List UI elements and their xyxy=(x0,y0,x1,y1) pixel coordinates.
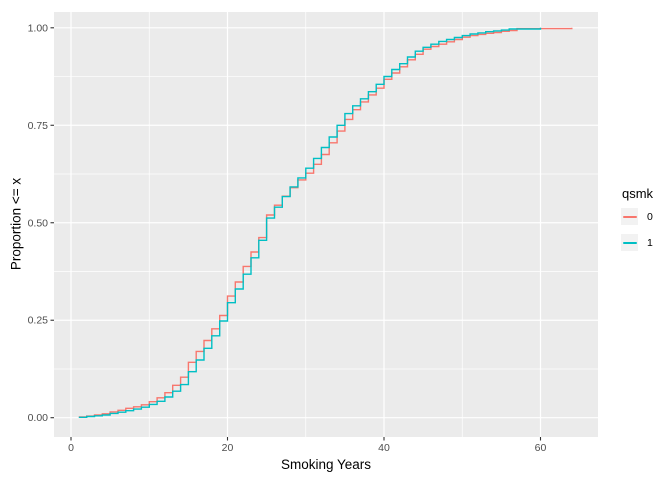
ecdf-line-qsmk-1 xyxy=(78,27,542,418)
y-axis-title: Proportion <= x xyxy=(8,177,24,271)
y-tick-label: 0.75 xyxy=(28,120,49,132)
x-tick-label: 40 xyxy=(378,442,390,454)
x-tick-label: 20 xyxy=(222,442,234,454)
y-tick-label: 0.00 xyxy=(28,412,49,424)
grid-major xyxy=(54,12,598,437)
series-lines xyxy=(78,27,573,418)
legend-entry-label: 0 xyxy=(647,210,653,223)
x-tick-label: 0 xyxy=(68,442,74,454)
legend-entry-label: 1 xyxy=(647,236,653,249)
plot-panel xyxy=(54,12,598,437)
y-tick-labels: 0.00 0.25 0.50 0.75 1.00 xyxy=(28,22,49,424)
y-tick-label: 0.50 xyxy=(28,217,49,229)
legend-key-line xyxy=(622,215,637,218)
legend-entry: 1 xyxy=(621,234,653,251)
legend-entry: 0 xyxy=(621,208,653,225)
axis-ticks xyxy=(50,27,542,441)
legend-key-qsmk-0 xyxy=(621,208,638,225)
y-tick-label: 0.25 xyxy=(28,315,49,327)
y-tick-label: 1.00 xyxy=(28,22,49,34)
x-tick-label: 60 xyxy=(535,442,547,454)
x-tick-labels: 0 20 40 60 xyxy=(68,442,546,454)
legend-key-qsmk-1 xyxy=(621,234,638,251)
legend-title: qsmk xyxy=(622,186,654,201)
x-axis-title: Smoking Years xyxy=(280,457,372,472)
grid-minor xyxy=(54,12,598,437)
legend-key-line xyxy=(622,241,637,244)
